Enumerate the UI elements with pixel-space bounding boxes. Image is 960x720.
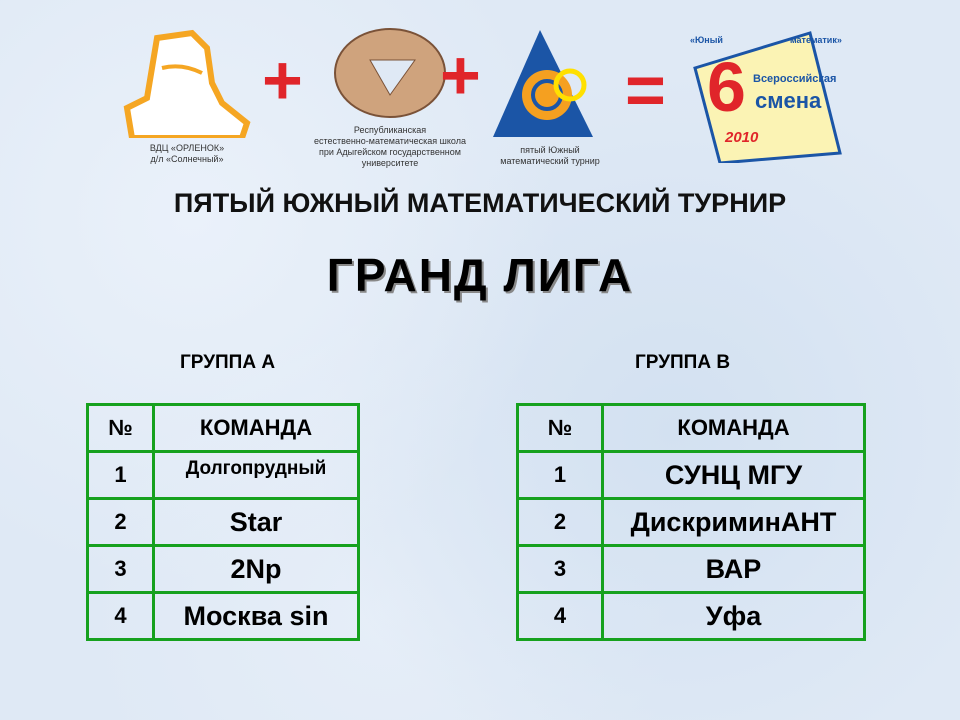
header-number: № <box>86 403 155 453</box>
header-team: КОМАНДА <box>152 403 360 453</box>
table-row: 4 Москва sin <box>86 591 360 641</box>
table-row: 3 ВАР <box>516 544 866 594</box>
logo-school: Республиканская естественно-математическа… <box>290 25 490 168</box>
table-header: № КОМАНДА <box>516 403 866 453</box>
cell-number: 2 <box>516 497 604 547</box>
group-a-table: № КОМАНДА 1 Долгопрудный 2 Star 3 2Np 4 Москв… <box>86 403 360 641</box>
smena-year: 2010 <box>725 129 759 146</box>
table-row: 2 ДискриминАНТ <box>516 497 866 547</box>
table-header: № КОМАНДА <box>86 403 360 453</box>
header-team: КОМАНДА <box>601 403 866 453</box>
table-row: 1 Долгопрудный <box>86 450 360 500</box>
orlenok-caption: ВДЦ «ОРЛЕНОК» д/л «Солнечный» <box>149 143 225 164</box>
sun-triangle-icon <box>493 30 593 137</box>
smena-text: Всероссийская <box>753 73 837 85</box>
cell-number: 1 <box>86 450 155 500</box>
cell-team: Долгопрудный <box>152 450 360 500</box>
cell-number: 2 <box>86 497 155 547</box>
header-number: № <box>516 403 604 453</box>
smena-text: «Юный <box>690 35 723 45</box>
page-subtitle: ГРАНД ЛИГА <box>326 249 634 301</box>
table-row: 4 Уфа <box>516 591 866 641</box>
cell-number: 1 <box>516 450 604 500</box>
plus-operator: + <box>440 36 481 114</box>
table-row: 2 Star <box>86 497 360 547</box>
logo-tournament: пятый Южный математический турнир <box>475 25 625 166</box>
table-row: 1 СУНЦ МГУ <box>516 450 866 500</box>
school-caption: Республиканская естественно-математическа… <box>314 125 466 168</box>
table-row: 3 2Np <box>86 544 360 594</box>
tournament-caption: пятый Южный математический турнир <box>500 145 600 166</box>
cell-team: 2Np <box>152 544 360 594</box>
equals-operator: = <box>625 51 666 129</box>
group-a-label: ГРУППА А <box>180 352 276 373</box>
smena-text: математик» <box>790 35 842 45</box>
smena-number: 6 <box>707 48 746 126</box>
page-title: ПЯТЫЙ ЮЖНЫЙ МАТЕМАТИЧЕСКИЙ ТУРНИР <box>173 188 787 218</box>
pioneer-face-icon <box>123 29 251 141</box>
cell-team: СУНЦ МГУ <box>601 450 866 500</box>
cell-team: Уфа <box>601 591 866 641</box>
logo-orlenok: ВДЦ «ОРЛЕНОК» д/л «Солнечный» <box>122 28 252 168</box>
group-b-label: ГРУППА В <box>635 352 731 373</box>
cell-team: ДискриминАНТ <box>601 497 866 547</box>
cell-number: 3 <box>86 544 155 594</box>
plus-operator: + <box>262 41 303 119</box>
cell-team: Москва sin <box>152 591 360 641</box>
cell-number: 4 <box>516 591 604 641</box>
smena-text: смена <box>755 88 822 113</box>
cell-number: 3 <box>516 544 604 594</box>
smena-badge-icon <box>693 31 842 165</box>
mobius-strip-icon <box>334 28 446 118</box>
cell-number: 4 <box>86 591 155 641</box>
cell-team: Star <box>152 497 360 547</box>
cell-team: ВАР <box>601 544 866 594</box>
logo-smena: «Юный математик» 6 Всероссийская смена 2… <box>685 28 855 165</box>
